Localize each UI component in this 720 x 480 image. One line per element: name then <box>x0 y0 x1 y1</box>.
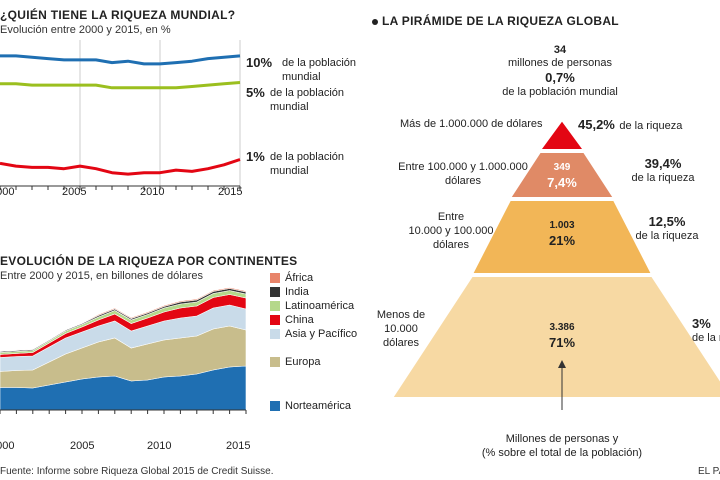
pyramid-note: Millones de personas y (% sobre el total… <box>481 433 643 459</box>
chart1-xtick: 2005 <box>62 186 87 198</box>
chart2-plot <box>0 287 247 414</box>
legend-label: Europa <box>285 356 321 368</box>
pyramid-level-4 <box>390 275 720 399</box>
pyramid-top-pop: 0,7% de la población mundial <box>502 70 618 98</box>
chart2-area--frica <box>0 287 247 352</box>
chart1-label-top1: 1% <box>246 149 265 164</box>
chart2-xtick: 2015 <box>226 440 251 452</box>
arrow-up-icon <box>558 360 566 368</box>
legend-item: Europa <box>270 356 320 368</box>
pyramid-shape <box>390 118 720 410</box>
legend-label: Norteamérica <box>285 400 352 412</box>
legend-label: Latinoamérica <box>285 300 355 312</box>
legend-swatch <box>270 301 280 311</box>
legend-label: China <box>285 314 314 326</box>
legend-swatch <box>270 287 280 297</box>
chart1-lines <box>0 54 241 176</box>
chart2-xtick: 2005 <box>70 440 95 452</box>
pyramid-level-4-wealth: 3% de la riqueza <box>692 316 720 344</box>
footer-source: Fuente: Informe sobre Riqueza Global 201… <box>0 466 274 477</box>
legend-item: Asia y Pacífico <box>270 328 357 340</box>
pyramid-level-1-wealth: 45,2% de la riqueza <box>578 117 683 132</box>
legend-label: Asia y Pacífico <box>285 328 358 340</box>
chart2-xtick-row: 2000 2005 2010 2015 <box>0 440 260 454</box>
chart1-series-line <box>0 158 241 176</box>
chart1-label-top5-text: de la población mundial <box>270 87 345 113</box>
legend-item: Norteamérica <box>270 400 351 412</box>
pyramid-level-2-people: 349 7,4% <box>547 162 577 190</box>
chart2-xticks <box>0 410 247 414</box>
legend-swatch <box>270 273 280 283</box>
legend-swatch <box>270 329 280 339</box>
chart1-series-line <box>0 54 241 66</box>
chart1-label-top10-text: de la población mundial <box>282 57 357 83</box>
pyramid-level-2-wealth: 39,4% de la riqueza <box>631 156 695 184</box>
pyramid-title-row: LA PIRÁMIDE DE LA RIQUEZA GLOBAL <box>372 14 619 28</box>
chart2-subtitle: Entre 2000 y 2015, en billones de dólare… <box>0 270 204 282</box>
legend-swatch <box>270 315 280 325</box>
pyramid-level-3-range: Entre 10.000 y 100.000 dólares <box>408 211 494 251</box>
chart1-title: ¿QUIÉN TIENE LA RIQUEZA MUNDIAL? <box>0 8 236 22</box>
legend-item: China <box>270 314 314 326</box>
legend-swatch <box>270 401 280 411</box>
legend-swatch <box>270 357 280 367</box>
chart1-xtick: 2015 <box>218 186 243 198</box>
chart2-xtick: 2010 <box>147 440 172 452</box>
footer-brand: EL PAÍS <box>698 466 720 477</box>
chart1-label-top1-text: de la población mundial <box>270 151 345 177</box>
pyramid-level-4-people: 3.386 71% <box>548 322 576 350</box>
chart2-areas <box>0 287 247 411</box>
chart2-title: EVOLUCIÓN DE LA RIQUEZA POR CONTINENTES <box>0 254 298 268</box>
chart1-xticks <box>0 186 241 190</box>
legend-label: India <box>285 286 309 298</box>
pyramid-top-count: 34 millones de personas <box>508 44 612 69</box>
pyramid-level-1 <box>538 118 586 151</box>
pyramid-level-3-people: 1.003 21% <box>548 220 576 248</box>
chart1-xtick-row: 2000 2005 2010 2015 <box>0 186 260 200</box>
chart2-xtick: 2000 <box>0 440 15 452</box>
legend-label: África <box>285 272 314 284</box>
pyramid-level-3 <box>470 199 654 275</box>
pyramid-level-1-range: Más de 1.000.000 de dólares <box>400 118 543 130</box>
chart1-label-top5: 5% <box>246 85 265 100</box>
chart1-label-top10: 10% <box>246 55 273 70</box>
pyramid-title: LA PIRÁMIDE DE LA RIQUEZA GLOBAL <box>382 14 619 28</box>
pyramid-level-2 <box>508 151 616 199</box>
legend-item: África <box>270 272 313 284</box>
legend-item: India <box>270 286 309 298</box>
bullet-icon <box>372 18 378 25</box>
chart1-series-line <box>0 81 241 90</box>
pyramid-level-4-range: Menos de 10.000 dólares <box>376 309 426 349</box>
chart1-xtick: 2000 <box>0 186 15 198</box>
pyramid-level-2-range: Entre 100.000 y 1.000.000 dólares <box>398 161 528 187</box>
chart1-xtick: 2010 <box>140 186 165 198</box>
pyramid-level-3-wealth: 12,5% de la riqueza <box>635 214 699 242</box>
chart1-plot <box>0 40 241 190</box>
legend-item: Latinoamérica <box>270 300 354 312</box>
chart1-subtitle: Evolución entre 2000 y 2015, en % <box>0 24 171 36</box>
